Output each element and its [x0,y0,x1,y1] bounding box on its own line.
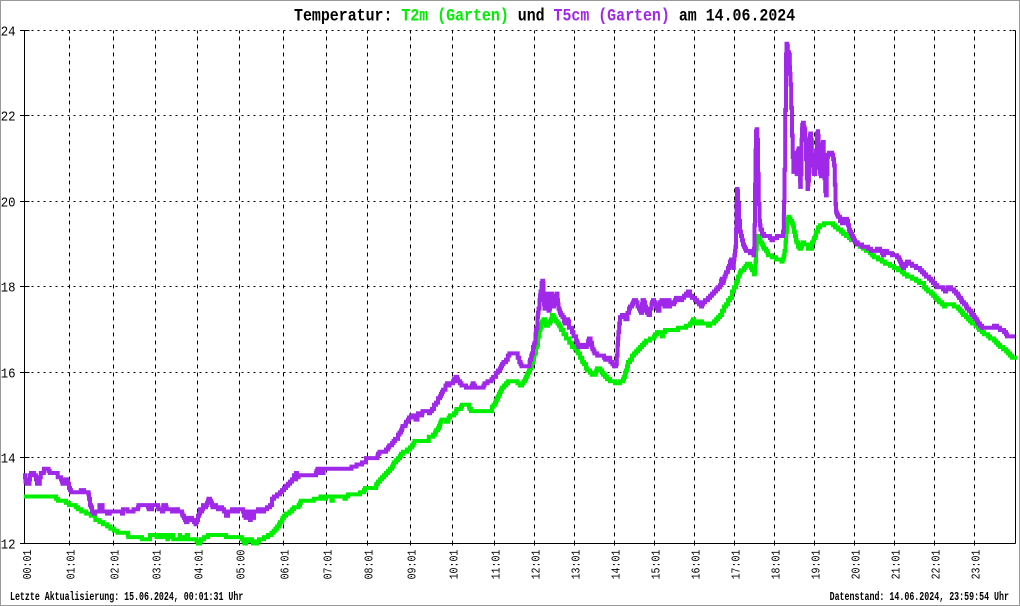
svg-text:Letzte Aktualisierung: 15.06.2: Letzte Aktualisierung: 15.06.2024, 00:01… [10,591,243,604]
svg-text:09:01: 09:01 [405,550,419,580]
svg-text:und: und [509,7,554,27]
svg-text:14: 14 [1,452,16,467]
svg-text:12:01: 12:01 [529,550,543,580]
svg-text:15:01: 15:01 [649,550,663,580]
svg-text:14:01: 14:01 [609,550,623,580]
svg-text:00:01: 00:01 [21,550,35,580]
svg-text:17:01: 17:01 [729,550,743,580]
svg-text:06:01: 06:01 [278,550,292,580]
svg-text:21:01: 21:01 [889,550,903,580]
svg-text:04:01: 04:01 [192,550,206,580]
svg-text:Temperatur:: Temperatur: [294,7,401,27]
svg-text:20:01: 20:01 [849,550,863,580]
svg-text:19:01: 19:01 [809,550,823,580]
svg-text:13:01: 13:01 [569,550,583,580]
svg-text:16: 16 [1,367,16,382]
svg-text:16:01: 16:01 [689,550,703,580]
svg-text:Datenstand: 14.06.2024, 23:59:: Datenstand: 14.06.2024, 23:59:54 Uhr [830,591,1009,604]
svg-text:T5cm (Garten): T5cm (Garten) [554,7,670,27]
svg-text:am 14.06.2024: am 14.06.2024 [670,7,795,27]
svg-text:01:01: 01:01 [64,550,78,580]
svg-text:22:01: 22:01 [929,550,943,580]
svg-text:05:00: 05:00 [234,550,248,580]
svg-text:07:01: 07:01 [321,550,335,580]
svg-text:10:01: 10:01 [447,550,461,580]
svg-text:18:01: 18:01 [769,550,783,580]
svg-text:24: 24 [1,25,16,40]
svg-text:08:01: 08:01 [362,550,376,580]
svg-text:12: 12 [1,538,16,553]
svg-text:22: 22 [1,110,16,125]
svg-text:11:01: 11:01 [489,550,503,580]
svg-text:20: 20 [1,196,16,211]
svg-text:02:01: 02:01 [108,550,122,580]
svg-text:18: 18 [1,281,16,296]
svg-text:03:01: 03:01 [150,550,164,580]
svg-text:23:01: 23:01 [969,550,983,580]
svg-text:T2m (Garten): T2m (Garten) [401,7,508,27]
